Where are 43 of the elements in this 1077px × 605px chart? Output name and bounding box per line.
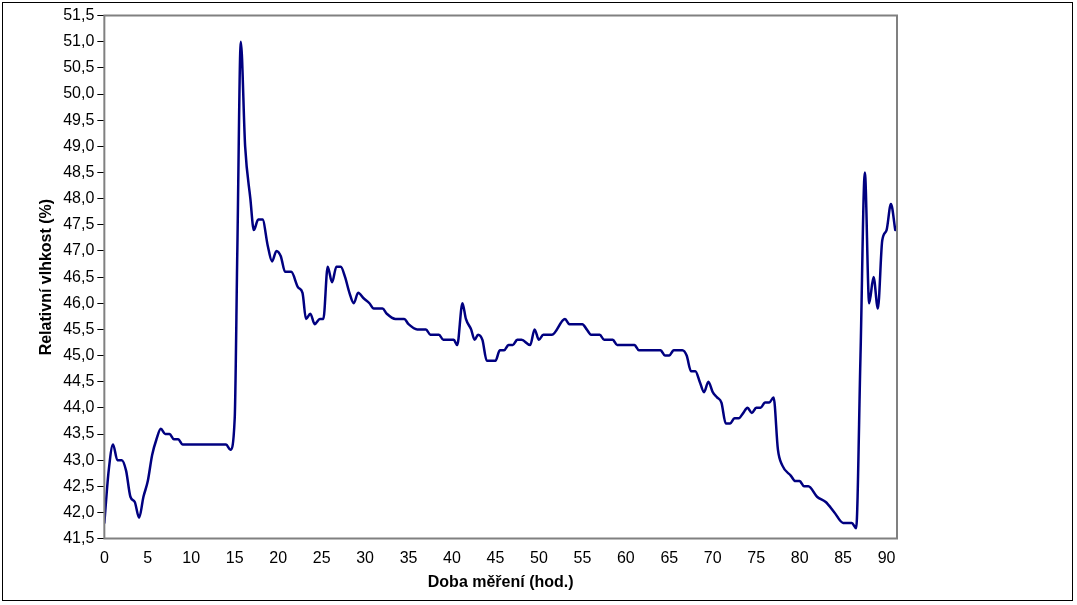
y-tick-label: 48,5 — [63, 162, 95, 180]
y-axis-title: Relativní vlhkost (%) — [37, 198, 55, 356]
y-tick-label: 49,5 — [63, 110, 95, 128]
x-tick-label: 5 — [143, 548, 153, 566]
x-tick-label: 50 — [530, 548, 548, 566]
y-tick-label: 43,0 — [63, 450, 95, 468]
y-tick-label: 50,0 — [63, 84, 95, 102]
x-tick-label: 85 — [834, 548, 853, 566]
x-tick-label: 0 — [99, 548, 109, 566]
y-tick-label: 48,0 — [63, 189, 95, 207]
x-tick-label: 25 — [312, 548, 331, 566]
x-tick-label: 60 — [616, 548, 635, 566]
x-tick-label: 90 — [877, 548, 896, 566]
x-tick-label: 15 — [225, 548, 244, 566]
x-tick-label: 45 — [486, 548, 505, 566]
y-tick-label: 46,0 — [63, 293, 95, 311]
x-tick-label: 65 — [660, 548, 679, 566]
x-tick-label: 40 — [443, 548, 461, 566]
y-tick-label: 43,5 — [63, 424, 95, 442]
y-tick-label: 42,0 — [63, 502, 95, 520]
x-tick-label: 35 — [399, 548, 418, 566]
y-tick-label: 44,0 — [63, 398, 95, 416]
x-tick-label: 75 — [747, 548, 766, 566]
y-tick-label: 46,5 — [63, 267, 95, 285]
x-axis-title: Doba měření (hod.) — [427, 572, 574, 590]
x-tick-label: 20 — [269, 548, 288, 566]
y-tick-label: 47,5 — [63, 215, 95, 233]
y-tick-label: 45,5 — [63, 319, 95, 337]
y-tick-label: 44,5 — [63, 372, 95, 390]
y-tick-label: 41,5 — [63, 529, 95, 547]
y-tick-label: 47,0 — [63, 241, 95, 259]
y-tick-label: 50,5 — [63, 58, 95, 76]
line-series — [104, 40, 897, 530]
x-tick-label: 10 — [182, 548, 201, 566]
y-tick-label: 45,0 — [63, 345, 95, 363]
y-tick-label: 49,0 — [63, 136, 95, 154]
x-tick-label: 80 — [790, 548, 809, 566]
x-tick-label: 70 — [703, 548, 722, 566]
x-tick-label: 30 — [356, 548, 375, 566]
y-tick-label: 42,5 — [63, 476, 95, 494]
y-tick-label: 51,0 — [63, 32, 95, 50]
x-tick-label: 55 — [573, 548, 592, 566]
y-tick-label: 51,5 — [63, 6, 95, 24]
